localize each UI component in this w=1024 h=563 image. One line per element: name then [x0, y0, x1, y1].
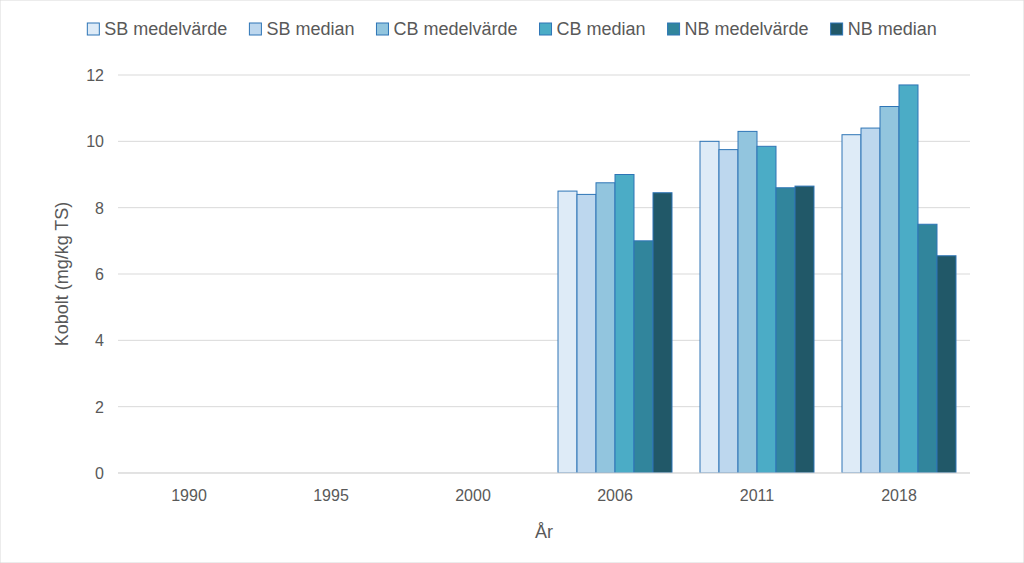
y-tick-label: 2 [95, 399, 104, 416]
legend-label: SB median [266, 19, 354, 39]
bar [757, 146, 776, 473]
legend-item: NB median [831, 19, 937, 39]
bar [899, 85, 918, 473]
bar [700, 141, 719, 473]
bar [842, 135, 861, 473]
legend-item: NB medelvärde [668, 19, 809, 39]
legend-label: CB median [557, 19, 646, 39]
legend-swatch [249, 23, 261, 35]
legend-item: CB median [540, 19, 646, 39]
x-tick-label: 2000 [455, 487, 491, 504]
bar [634, 241, 653, 473]
bar [596, 183, 615, 473]
x-tick-label: 1990 [171, 487, 207, 504]
background [0, 0, 1024, 563]
bar [795, 186, 814, 473]
y-tick-label: 0 [95, 465, 104, 482]
legend-item: SB medelvärde [87, 19, 227, 39]
y-tick-label: 10 [86, 133, 104, 150]
legend-swatch [540, 23, 552, 35]
grid-line [118, 473, 970, 474]
legend: SB medelvärde SB median CB medelvärde CB me… [87, 19, 936, 39]
chart: 0 2 4 6 8 10 12 1990 1995 2000 2006 2011 2018 År Kobol… [0, 0, 1024, 563]
y-tick-label: 4 [95, 332, 104, 349]
grid-line [118, 75, 970, 76]
legend-swatch [668, 23, 680, 35]
legend-item: CB medelvärde [376, 19, 517, 39]
bar [615, 175, 634, 474]
bar [577, 194, 596, 473]
legend-label: NB medelvärde [685, 19, 809, 39]
bar [776, 188, 795, 473]
x-tick-label: 1995 [313, 487, 349, 504]
bars [558, 85, 956, 473]
legend-swatch [376, 23, 388, 35]
x-tick-label: 2006 [597, 487, 633, 504]
y-tick-label: 6 [95, 266, 104, 283]
legend-item: SB median [249, 19, 354, 39]
x-axis-line [118, 473, 970, 474]
bar [937, 256, 956, 473]
bar [861, 128, 880, 473]
bar [719, 150, 738, 473]
x-axis-title: År [535, 522, 553, 542]
bar [558, 191, 577, 473]
legend-label: SB medelvärde [104, 19, 227, 39]
legend-swatch [87, 23, 99, 35]
bar [738, 131, 757, 473]
x-tick-label: 2011 [740, 487, 775, 504]
x-tick-label: 2018 [881, 487, 917, 504]
y-tick-label: 8 [95, 200, 104, 217]
y-axis-title: Kobolt (mg/kg TS) [52, 202, 72, 347]
bar [918, 224, 937, 473]
bar [653, 193, 672, 473]
bar [880, 107, 899, 473]
legend-label: NB median [848, 19, 937, 39]
y-tick-label: 12 [86, 67, 104, 84]
legend-swatch [831, 23, 843, 35]
legend-label: CB medelvärde [393, 19, 517, 39]
